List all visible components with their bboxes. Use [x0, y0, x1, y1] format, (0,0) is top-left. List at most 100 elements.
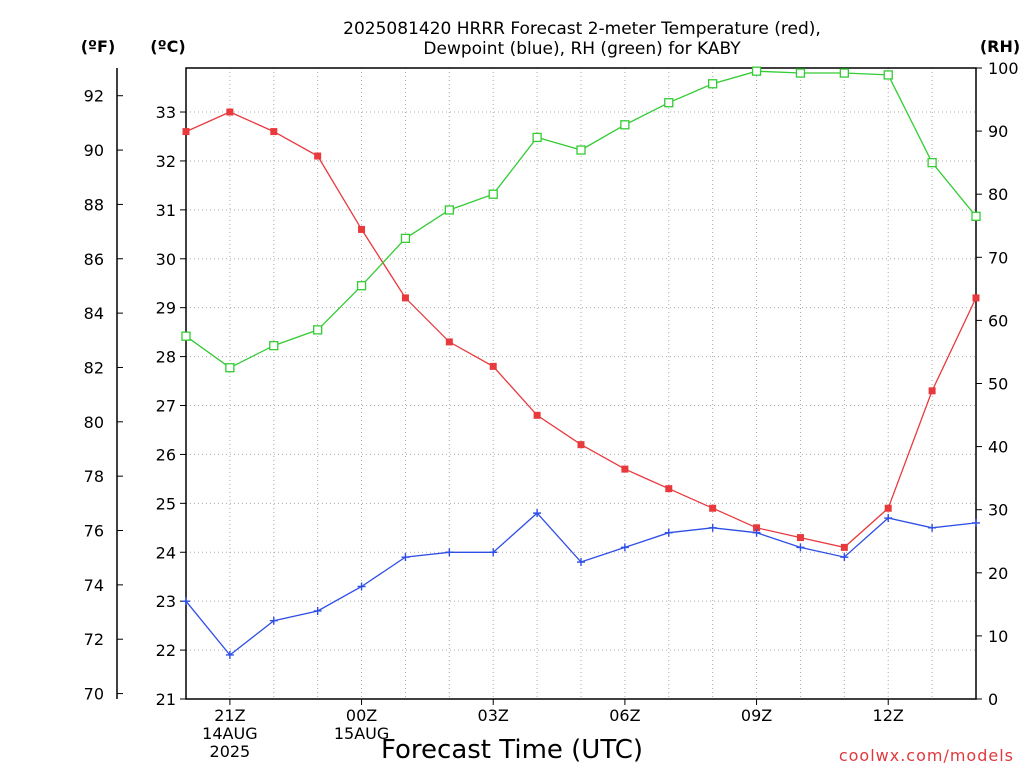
temperature-point [270, 128, 278, 136]
rh-tick-label: 0 [988, 690, 998, 709]
celsius-tick-label: 24 [156, 543, 176, 562]
rh-point [883, 70, 893, 80]
fahrenheit-tick-label: 80 [84, 413, 104, 432]
fahrenheit-tick-label: 70 [84, 685, 104, 704]
rh-point [576, 145, 586, 155]
dewpoint-point [620, 543, 629, 552]
rh-tick-label: 30 [988, 501, 1008, 520]
chart-title-line-2: Dewpoint (blue), RH (green) for KABY [423, 39, 741, 59]
fahrenheit-tick-label: 76 [84, 522, 104, 541]
chart-title-line-1: 2025081420 HRRR Forecast 2-meter Tempera… [343, 19, 821, 39]
dewpoint-point [972, 518, 980, 527]
temperature-point [928, 387, 936, 395]
celsius-tick-label: 21 [156, 690, 176, 709]
dewpoint-point [489, 548, 498, 557]
rh-point [751, 66, 762, 76]
temperature-point [445, 338, 453, 346]
rh-point [181, 331, 191, 341]
celsius-tick-label: 27 [156, 397, 176, 416]
fahrenheit-tick-label: 74 [84, 576, 104, 595]
rh-point [400, 233, 411, 244]
rh-point [225, 363, 235, 373]
fahrenheit-tick-label: 78 [84, 467, 104, 486]
dewpoint-point [577, 558, 585, 567]
temperature-point [489, 362, 497, 370]
rh-tick-label: 80 [988, 185, 1008, 204]
credit-text: coolwx.com/models [839, 746, 1014, 765]
dewpoint-point [313, 606, 322, 615]
temperature-point [621, 465, 629, 473]
x-tick-label: 06Z [609, 706, 640, 725]
temperature-point [314, 152, 322, 160]
celsius-tick-label: 31 [156, 201, 176, 220]
dewpoint-point [182, 597, 190, 606]
rh-tick-label: 90 [988, 122, 1008, 141]
celsius-tick-label: 26 [156, 445, 176, 464]
temperature-point [665, 485, 673, 493]
temperature-point [709, 504, 717, 512]
rh-point [620, 120, 630, 130]
dewpoint-point [928, 523, 937, 532]
celsius-unit-label: (ºC) [150, 37, 185, 56]
dewpoint-point [752, 528, 761, 537]
rh-point [532, 132, 542, 143]
rh-unit-label: (RH) [980, 37, 1020, 56]
dewpoint-point [401, 553, 410, 562]
rh-tick-label: 100 [988, 59, 1019, 78]
rh-point [313, 325, 323, 335]
celsius-tick-label: 30 [156, 250, 176, 269]
fahrenheit-tick-label: 86 [84, 250, 104, 269]
temperature-point [884, 504, 892, 512]
dewpoint-point [840, 553, 849, 562]
rh-point [708, 79, 718, 89]
dewpoint-point [533, 509, 542, 518]
dewpoint-point [708, 523, 717, 532]
temperature-point [577, 441, 585, 449]
rh-point [971, 211, 981, 221]
celsius-tick-label: 29 [156, 299, 176, 318]
x-axis-label: Forecast Time (UTC) [381, 735, 643, 765]
temperature-point [401, 294, 409, 302]
fahrenheit-tick-label: 84 [84, 304, 104, 323]
rh-point [488, 189, 498, 199]
axes: 21 22 23 24 25 26 27 28 29 30 31 32 33 70 72 74 76 78 80 82… [84, 59, 1019, 761]
celsius-tick-label: 33 [156, 103, 176, 122]
series [181, 66, 981, 659]
fahrenheit-unit-label: (ºF) [81, 37, 116, 56]
temperature-point [796, 534, 804, 542]
dewpoint-point [357, 582, 366, 591]
x-tick-label: 09Z [741, 706, 772, 725]
rh-tick-label: 10 [988, 627, 1008, 646]
temperature-point [226, 108, 234, 116]
rh-tick-label: 50 [988, 375, 1008, 394]
rh-line [185, 70, 977, 369]
celsius-tick-label: 22 [156, 641, 176, 660]
temperature-point [972, 294, 980, 302]
rh-tick-label: 40 [988, 438, 1008, 457]
dewpoint-point [664, 528, 673, 537]
celsius-tick-label: 32 [156, 152, 176, 171]
celsius-tick-label: 28 [156, 348, 176, 367]
celsius-tick-label: 25 [156, 494, 176, 513]
rh-tick-label: 60 [988, 311, 1008, 330]
dewpoint-point [269, 616, 278, 625]
rh-point [839, 68, 849, 78]
temperature-point [753, 524, 761, 532]
fahrenheit-tick-label: 90 [84, 141, 104, 160]
grid [186, 68, 976, 699]
dewpoint-point [445, 548, 454, 557]
x-tick-label: 12Z [873, 706, 904, 725]
dewpoint-point [884, 514, 893, 523]
rh-point [444, 205, 454, 215]
rh-point [795, 68, 806, 78]
fahrenheit-tick-label: 82 [84, 358, 104, 377]
rh-tick-label: 70 [988, 248, 1008, 267]
temperature-point [182, 128, 190, 136]
x-tick-label: 00Z 15AUG [334, 706, 389, 743]
dewpoint-point [796, 543, 805, 552]
temperature-line [185, 111, 977, 549]
rh-point [664, 98, 674, 108]
x-tick-label: 03Z [478, 706, 509, 725]
temperature-point [358, 225, 366, 233]
